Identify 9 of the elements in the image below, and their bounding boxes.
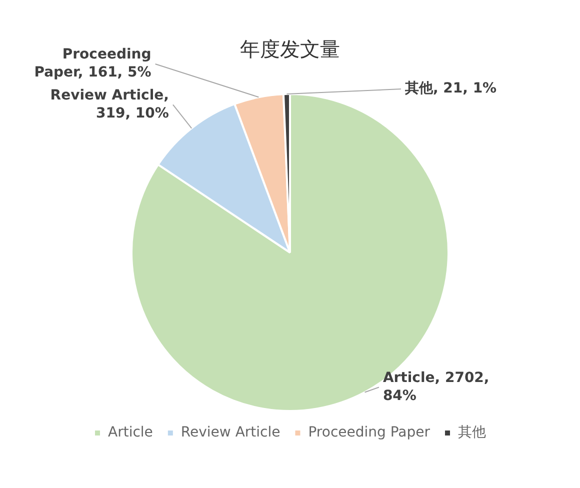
legend-label: Review Article [180, 424, 280, 441]
data-label: Review Article, 319, 10% [50, 87, 169, 122]
data-label: Article, 2702, 84% [382, 370, 490, 404]
data-label: Proceeding Paper, 161, 5% [34, 46, 152, 81]
legend-label: Article [108, 424, 153, 441]
legend-label: Proceeding Paper [308, 424, 430, 441]
data-label: 其他, 21, 1% [404, 80, 497, 97]
chart-title: 年度发文量 [240, 37, 340, 62]
legend-label: 其他 [458, 424, 486, 441]
